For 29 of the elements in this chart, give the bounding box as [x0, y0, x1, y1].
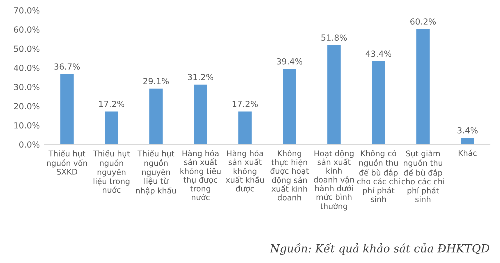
y-tick-label: 10.0% [14, 122, 40, 129]
bar [416, 29, 430, 145]
y-tick-label: 0.0% [20, 142, 40, 148]
bar [328, 45, 341, 145]
y-tick-label: 60.0% [14, 26, 40, 33]
y-tick-label: 40.0% [14, 64, 40, 72]
bar [150, 88, 163, 145]
bar [283, 69, 296, 145]
data-label: 39.4% [277, 58, 303, 65]
bar [372, 61, 386, 145]
bar [60, 74, 74, 145]
data-label: 51.8% [322, 34, 348, 41]
bar [238, 112, 252, 145]
text: Nguồn: Kết quả khảo sát của ĐHKTQD [270, 243, 490, 256]
y-tick-label: 30.0% [14, 84, 40, 90]
data-label: 43.4% [366, 50, 392, 58]
data-label: 17.2% [99, 100, 125, 108]
y-tick-label: 20.0% [14, 103, 40, 110]
data-label: 29.1% [144, 78, 170, 84]
data-label: 36.7% [54, 64, 80, 70]
data-label: 60.2% [410, 18, 436, 25]
data-label: 3.4% [458, 127, 478, 134]
data-label: 31.2% [188, 74, 214, 80]
bar [461, 138, 474, 145]
y-tick-label: 50.0% [14, 46, 40, 52]
y-tick-label: 70.0% [14, 8, 40, 14]
data-label: 17.2% [232, 100, 258, 108]
bar [194, 84, 208, 145]
bar [105, 112, 118, 145]
